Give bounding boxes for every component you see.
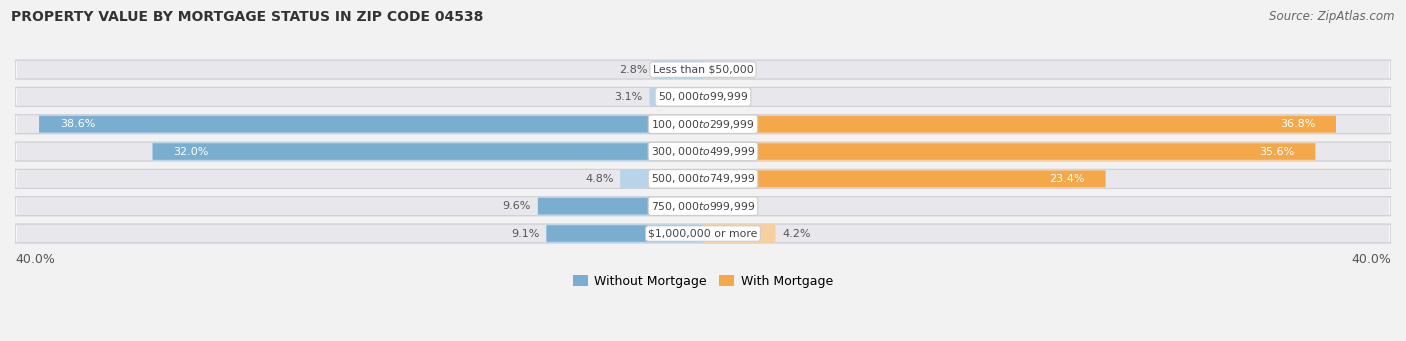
FancyBboxPatch shape xyxy=(620,171,703,187)
FancyBboxPatch shape xyxy=(703,169,1105,188)
FancyBboxPatch shape xyxy=(15,169,1391,188)
Text: Less than $50,000: Less than $50,000 xyxy=(652,64,754,75)
FancyBboxPatch shape xyxy=(538,198,703,214)
FancyBboxPatch shape xyxy=(703,171,1105,187)
Text: 9.1%: 9.1% xyxy=(512,228,540,239)
FancyBboxPatch shape xyxy=(17,116,1389,133)
FancyBboxPatch shape xyxy=(17,170,1389,188)
FancyBboxPatch shape xyxy=(547,224,703,243)
FancyBboxPatch shape xyxy=(15,224,1391,243)
Text: 3.1%: 3.1% xyxy=(614,92,643,102)
FancyBboxPatch shape xyxy=(17,61,1389,78)
Text: $500,000 to $749,999: $500,000 to $749,999 xyxy=(651,173,755,186)
Text: 36.8%: 36.8% xyxy=(1279,119,1316,129)
Text: $750,000 to $999,999: $750,000 to $999,999 xyxy=(651,200,755,213)
Text: 4.8%: 4.8% xyxy=(585,174,613,184)
Text: 35.6%: 35.6% xyxy=(1260,147,1295,157)
FancyBboxPatch shape xyxy=(17,88,1389,106)
FancyBboxPatch shape xyxy=(703,116,1336,132)
FancyBboxPatch shape xyxy=(15,142,1391,161)
FancyBboxPatch shape xyxy=(15,88,1391,106)
FancyBboxPatch shape xyxy=(620,169,703,188)
FancyBboxPatch shape xyxy=(655,60,703,79)
FancyBboxPatch shape xyxy=(703,142,1316,161)
FancyBboxPatch shape xyxy=(703,225,775,242)
FancyBboxPatch shape xyxy=(15,60,1391,79)
Text: $1,000,000 or more: $1,000,000 or more xyxy=(648,228,758,239)
FancyBboxPatch shape xyxy=(153,142,703,161)
Text: 9.6%: 9.6% xyxy=(502,201,531,211)
FancyBboxPatch shape xyxy=(39,116,703,132)
Text: 38.6%: 38.6% xyxy=(59,119,96,129)
FancyBboxPatch shape xyxy=(655,61,703,78)
Text: 4.2%: 4.2% xyxy=(782,228,811,239)
Text: 0.0%: 0.0% xyxy=(710,64,738,75)
FancyBboxPatch shape xyxy=(15,197,1391,216)
FancyBboxPatch shape xyxy=(650,89,703,105)
FancyBboxPatch shape xyxy=(703,224,775,243)
Text: 0.0%: 0.0% xyxy=(710,92,738,102)
Text: $100,000 to $299,999: $100,000 to $299,999 xyxy=(651,118,755,131)
FancyBboxPatch shape xyxy=(650,88,703,106)
Text: $50,000 to $99,999: $50,000 to $99,999 xyxy=(658,90,748,103)
FancyBboxPatch shape xyxy=(703,143,1316,160)
FancyBboxPatch shape xyxy=(17,225,1389,242)
Text: 23.4%: 23.4% xyxy=(1049,174,1085,184)
FancyBboxPatch shape xyxy=(17,197,1389,215)
FancyBboxPatch shape xyxy=(703,115,1336,134)
Text: 32.0%: 32.0% xyxy=(173,147,208,157)
Text: 0.0%: 0.0% xyxy=(710,201,738,211)
Text: 40.0%: 40.0% xyxy=(15,253,55,266)
Text: $300,000 to $499,999: $300,000 to $499,999 xyxy=(651,145,755,158)
FancyBboxPatch shape xyxy=(153,143,703,160)
FancyBboxPatch shape xyxy=(547,225,703,242)
Text: Source: ZipAtlas.com: Source: ZipAtlas.com xyxy=(1270,10,1395,23)
Text: 40.0%: 40.0% xyxy=(1351,253,1391,266)
Text: 2.8%: 2.8% xyxy=(620,64,648,75)
FancyBboxPatch shape xyxy=(39,115,703,134)
FancyBboxPatch shape xyxy=(15,115,1391,134)
FancyBboxPatch shape xyxy=(538,197,703,216)
FancyBboxPatch shape xyxy=(17,143,1389,160)
Text: PROPERTY VALUE BY MORTGAGE STATUS IN ZIP CODE 04538: PROPERTY VALUE BY MORTGAGE STATUS IN ZIP… xyxy=(11,10,484,24)
Legend: Without Mortgage, With Mortgage: Without Mortgage, With Mortgage xyxy=(568,270,838,293)
